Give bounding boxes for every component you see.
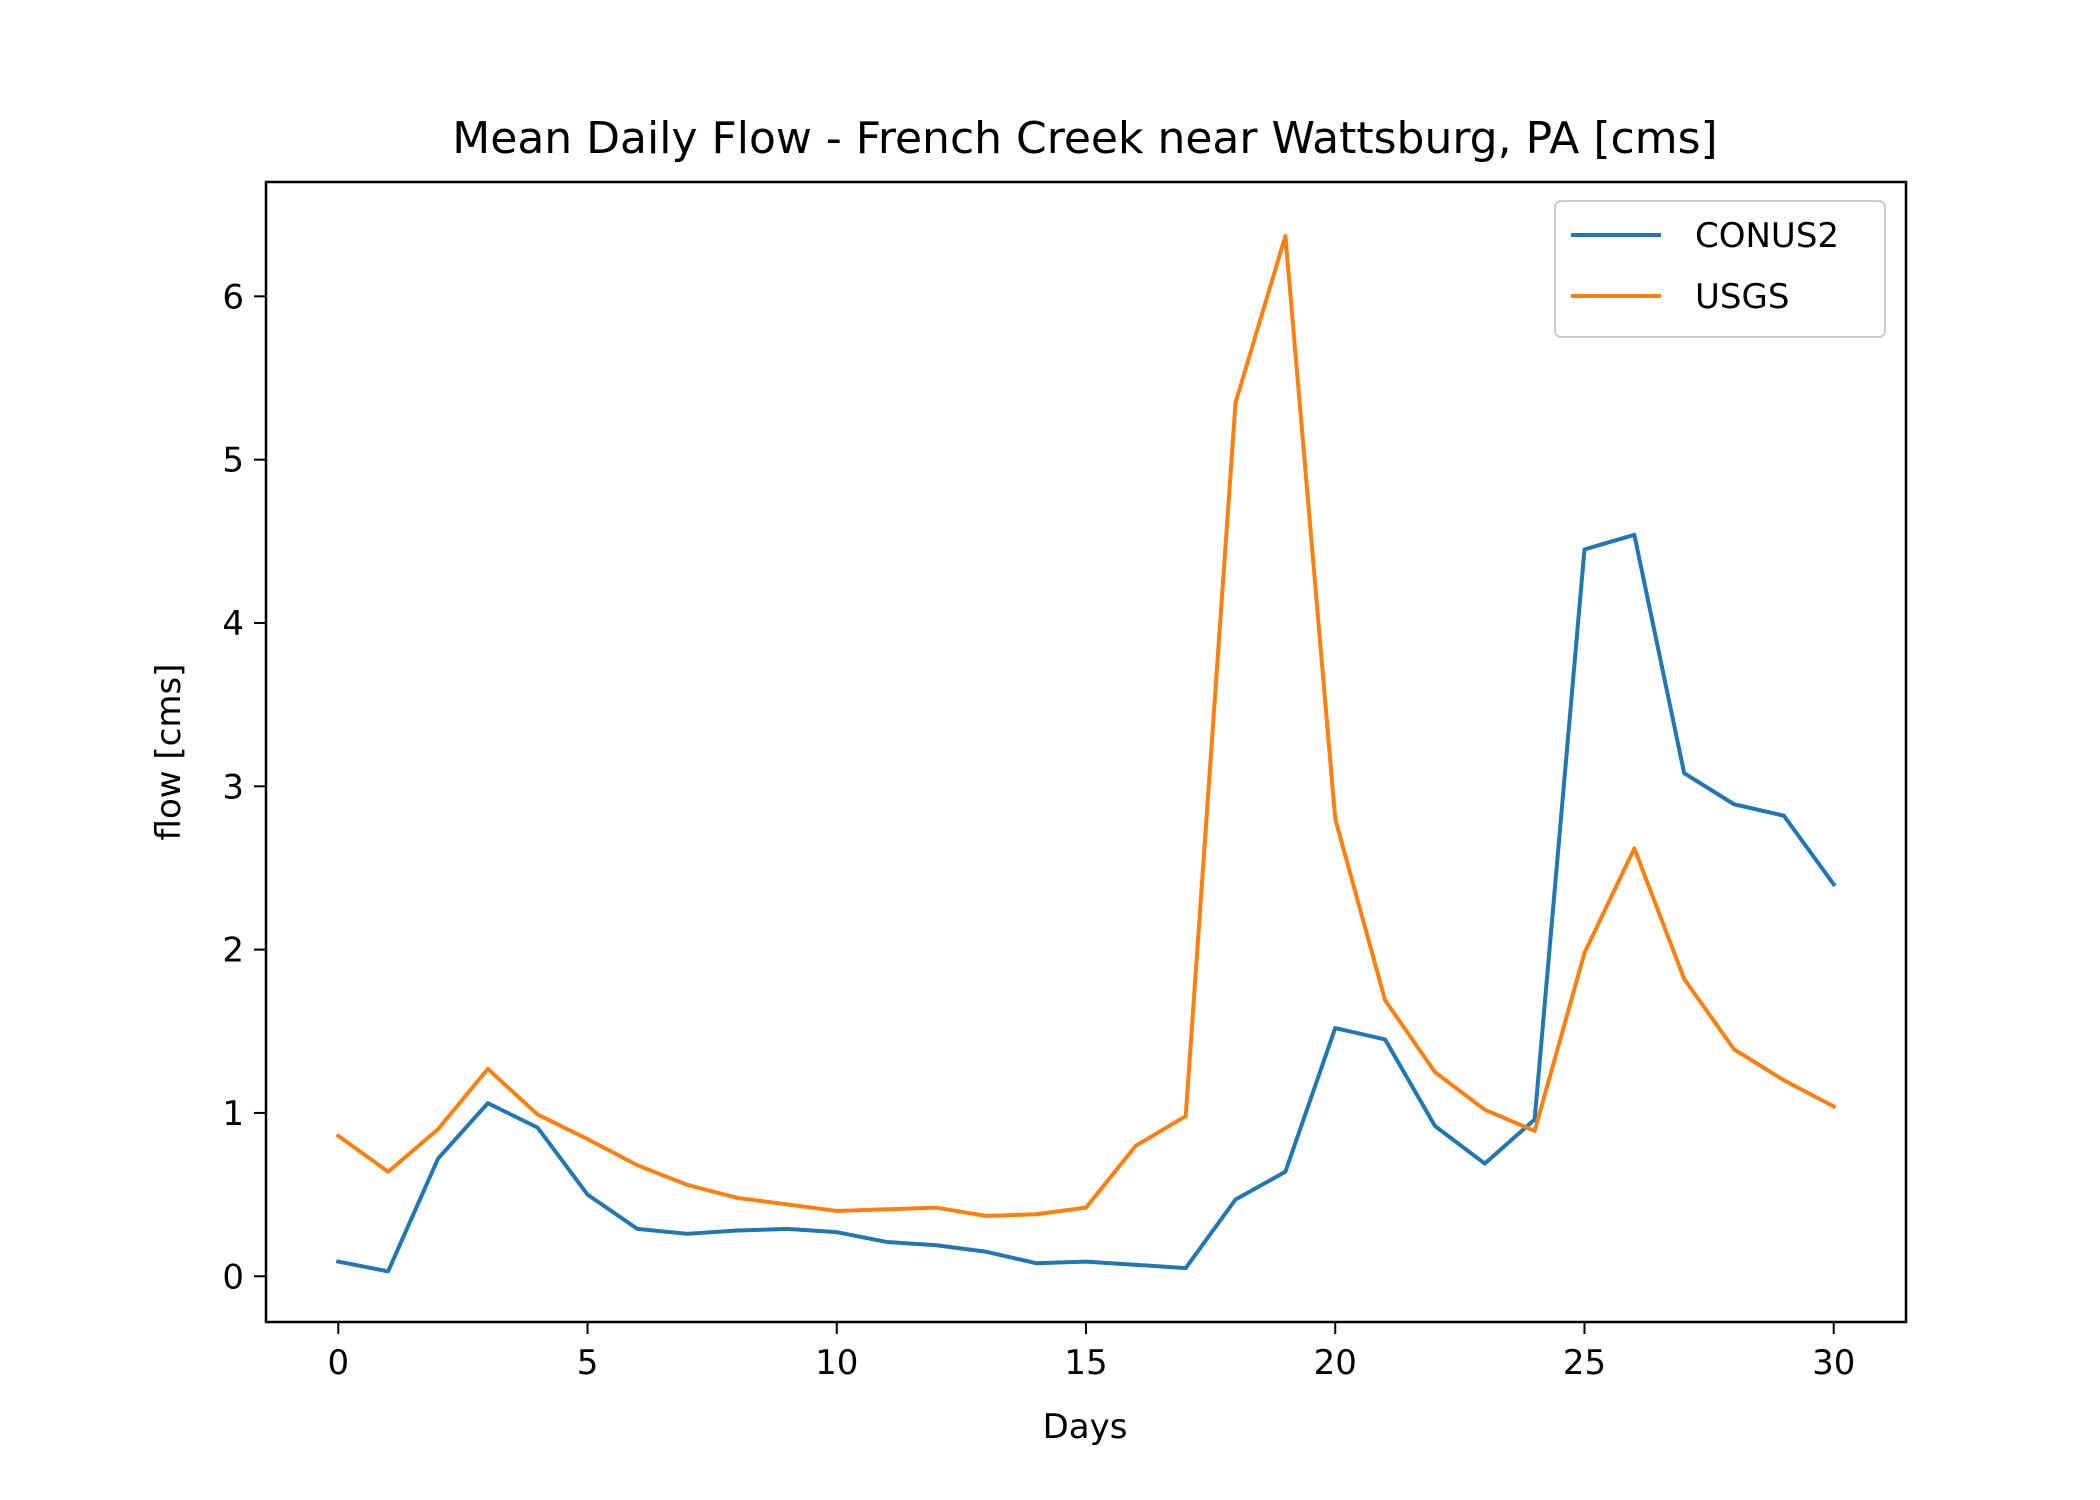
x-tick-label: 0 — [327, 1343, 349, 1383]
x-tick-label: 10 — [815, 1343, 858, 1383]
y-tick-label: 1 — [222, 1094, 244, 1134]
y-axis-label: flow [cms] — [149, 664, 189, 841]
series-layer — [335, 233, 1837, 1274]
series-line-conus2 — [335, 532, 1837, 1274]
x-axis-label: Days — [1043, 1407, 1128, 1447]
x-tick-label: 5 — [577, 1343, 599, 1383]
x-tick-label: 30 — [1812, 1343, 1855, 1383]
plot-frame — [264, 180, 1908, 1324]
y-tick-label: 0 — [222, 1257, 244, 1297]
series-line-usgs — [335, 233, 1837, 1218]
y-tick-label: 6 — [222, 277, 244, 317]
y-tick-label: 2 — [222, 931, 244, 971]
y-axis: 0 1 2 3 4 5 6 — [222, 277, 266, 1297]
y-tick-label: 3 — [222, 767, 244, 807]
chart-title: Mean Daily Flow - French Creek near Watt… — [452, 113, 1717, 164]
legend-label-usgs: USGS — [1695, 277, 1789, 317]
legend: CONUS2 USGS — [1554, 200, 1886, 338]
x-tick-label: 20 — [1314, 1343, 1357, 1383]
x-tick-label: 25 — [1563, 1343, 1606, 1383]
y-tick-label: 4 — [222, 604, 244, 644]
x-tick-label: 15 — [1064, 1343, 1107, 1383]
x-axis: 0 5 10 15 20 25 30 — [327, 1322, 1855, 1383]
y-tick-label: 5 — [222, 441, 244, 481]
legend-label-conus2: CONUS2 — [1695, 216, 1839, 256]
